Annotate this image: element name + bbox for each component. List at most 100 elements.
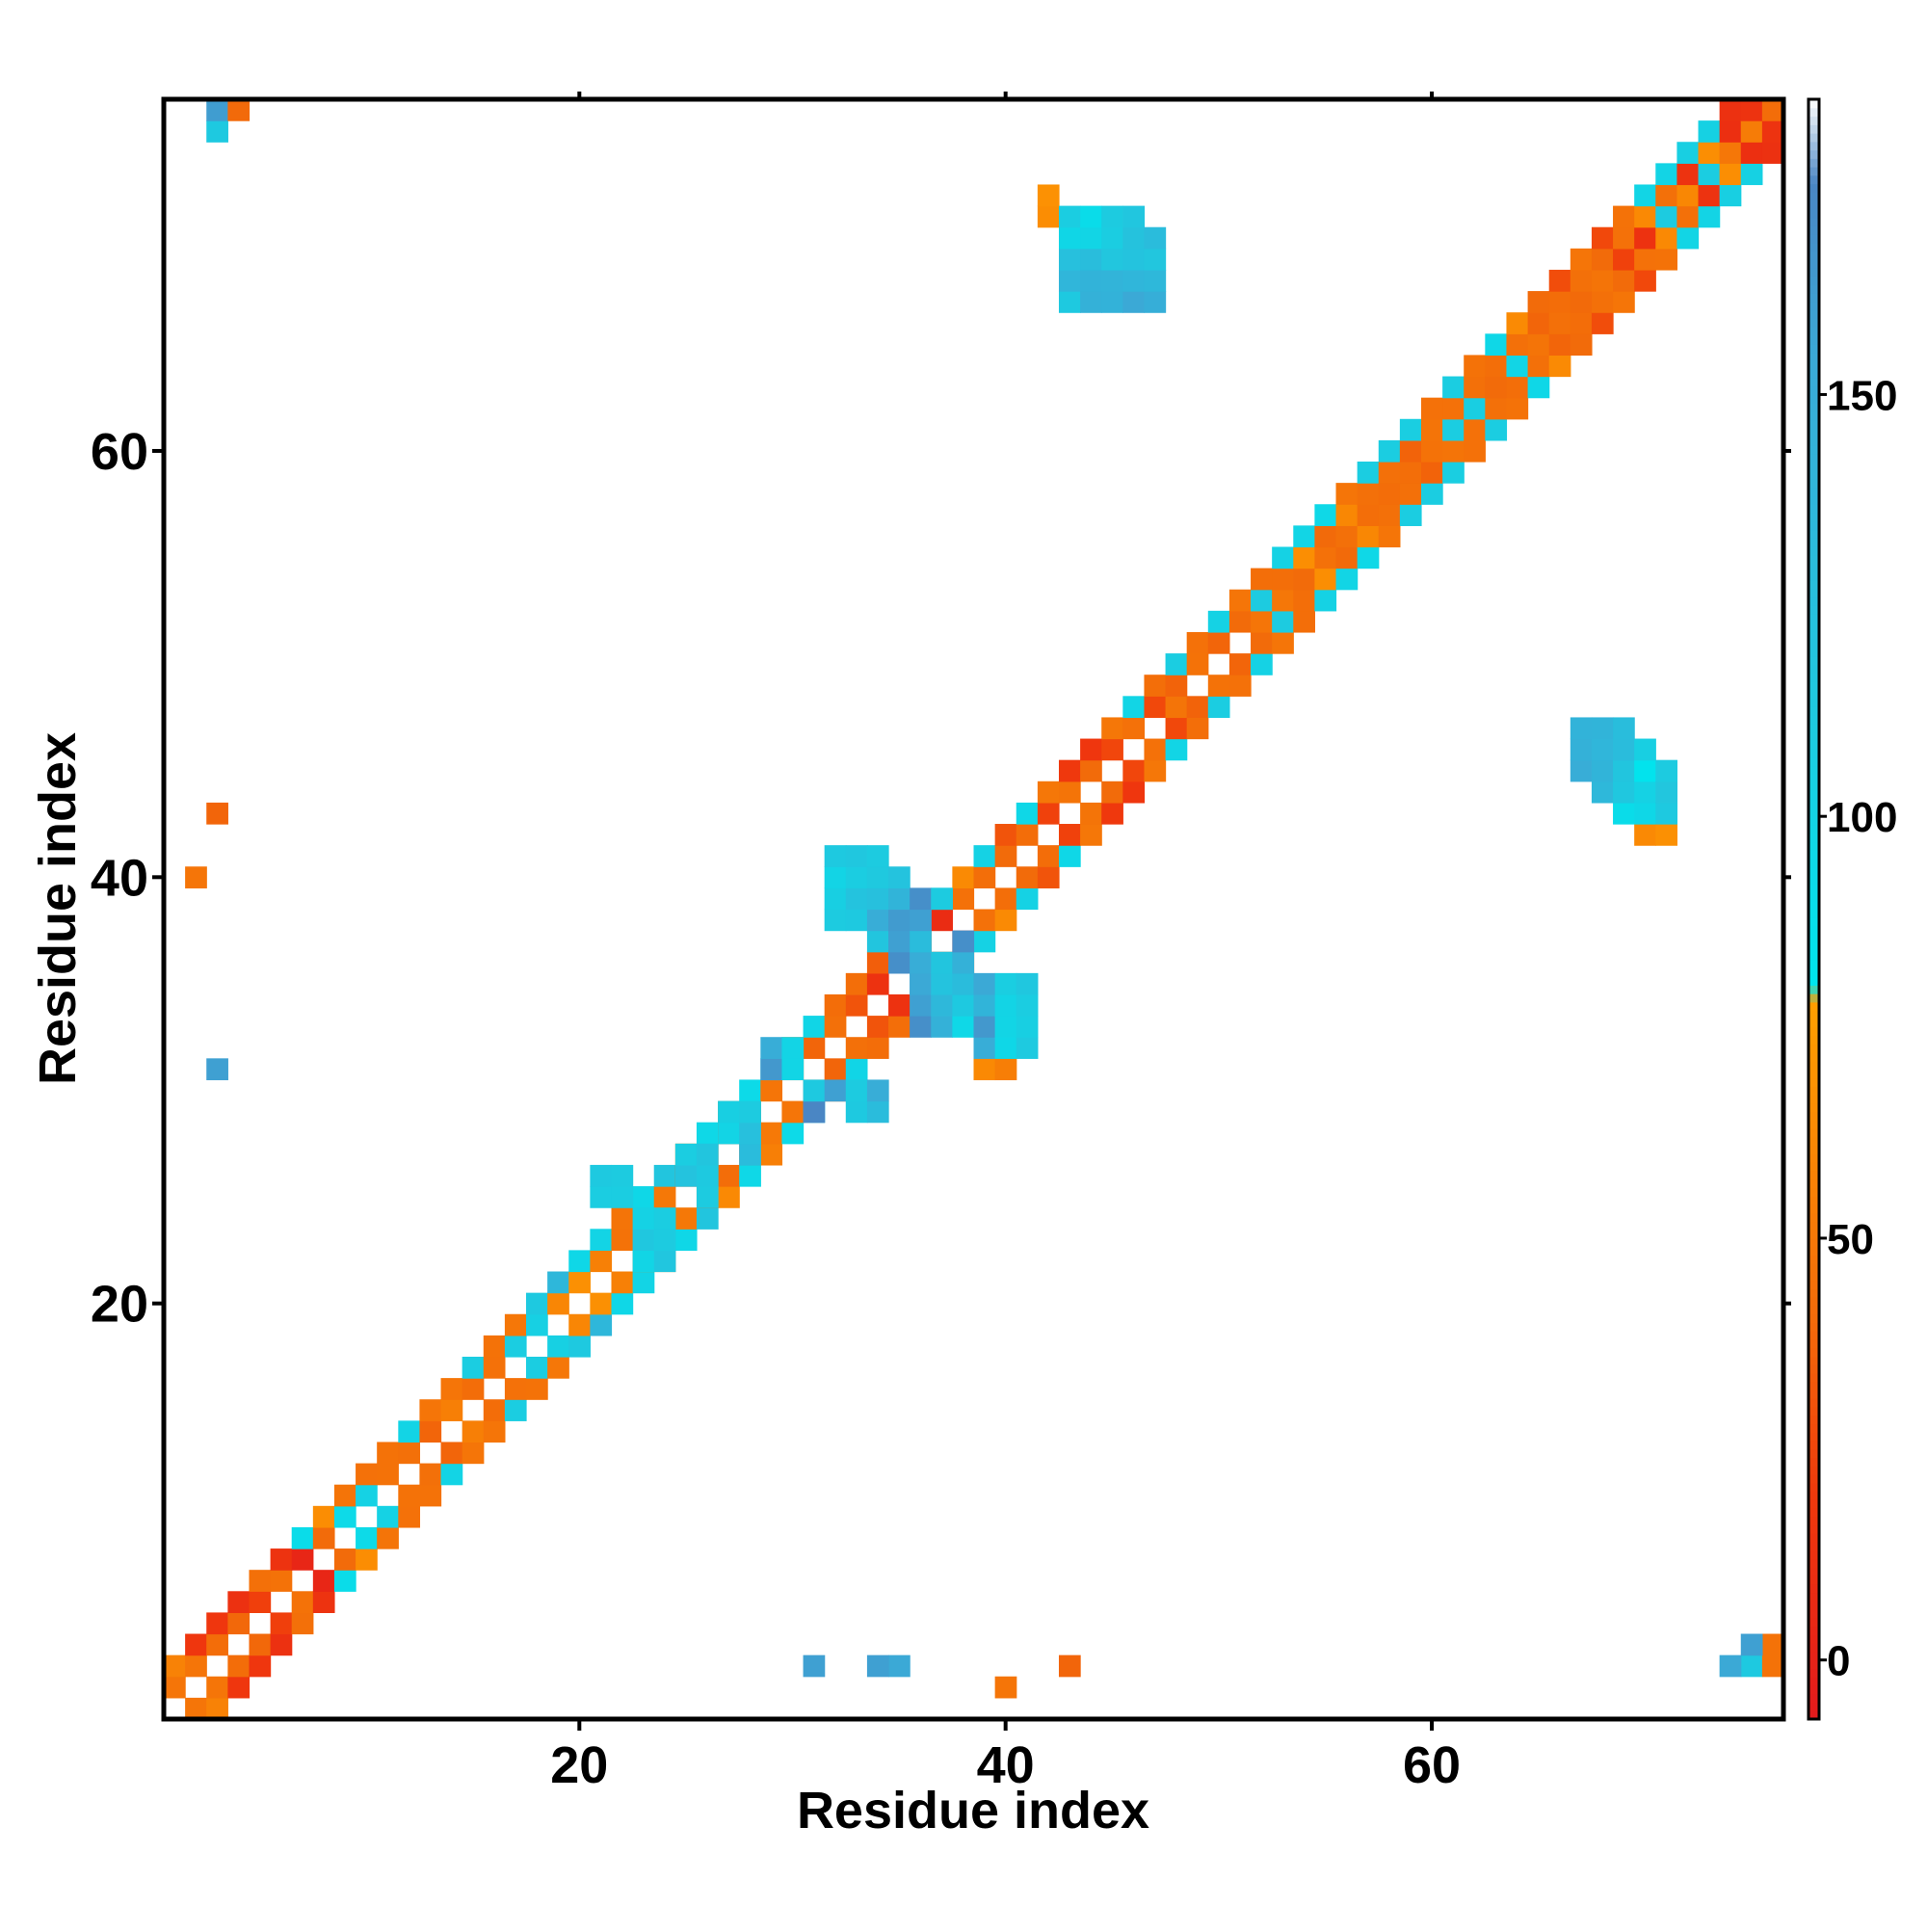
- colorbar-segment: [1808, 622, 1819, 632]
- heatmap-cell: [973, 845, 996, 867]
- heatmap-cell: [1122, 781, 1146, 804]
- colorbar-segment: [1808, 681, 1819, 691]
- heatmap-cell: [803, 1654, 826, 1678]
- heatmap-cell: [1378, 483, 1401, 505]
- colorbar-segment: [1808, 926, 1819, 936]
- heatmap-cell: [1698, 184, 1721, 207]
- heatmap-cell: [910, 909, 932, 932]
- colorbar-segment: [1808, 1162, 1819, 1172]
- heatmap-cell: [1207, 610, 1230, 633]
- heatmap-cell: [483, 1356, 506, 1379]
- heatmap-cell: [1442, 462, 1465, 484]
- heatmap-cell: [270, 1633, 293, 1656]
- heatmap-cell: [866, 909, 889, 932]
- colorbar-segment: [1808, 706, 1819, 716]
- colorbar-segment: [1808, 1381, 1819, 1391]
- colorbar-segment: [1808, 1035, 1819, 1045]
- x-tick-label: 60: [1403, 1736, 1461, 1794]
- heatmap-cell: [1144, 738, 1167, 761]
- heatmap-cell: [1485, 397, 1508, 420]
- heatmap-cell: [611, 1207, 634, 1230]
- colorbar-segment: [1808, 740, 1819, 750]
- colorbar-segment: [1808, 630, 1819, 640]
- heatmap-cell: [1378, 462, 1401, 484]
- heatmap-cell: [1144, 696, 1167, 719]
- heatmap-cell: [206, 99, 228, 121]
- heatmap-cell: [1761, 120, 1784, 143]
- heatmap-cell: [1228, 610, 1252, 633]
- colorbar-segment: [1808, 403, 1819, 412]
- heatmap-cell: [1442, 418, 1465, 441]
- colorbar-segment: [1808, 1609, 1819, 1619]
- heatmap-cell: [845, 1037, 868, 1059]
- colorbar-segment: [1808, 1347, 1819, 1358]
- heatmap-cell: [1335, 525, 1359, 548]
- heatmap-cell: [1058, 291, 1081, 313]
- heatmap-cell: [1570, 248, 1593, 271]
- heatmap-cell: [1655, 759, 1678, 782]
- heatmap-cell: [1357, 483, 1380, 505]
- x-tick-label: 40: [977, 1736, 1035, 1794]
- heatmap-cell: [1591, 226, 1614, 250]
- heatmap-cell: [1761, 1633, 1784, 1656]
- colorbar-segment: [1808, 410, 1819, 421]
- heatmap-cell: [185, 866, 207, 888]
- heatmap-cell: [1314, 589, 1337, 612]
- heatmap-cell: [1719, 142, 1742, 164]
- heatmap-cell: [866, 951, 889, 974]
- heatmap-cell: [1719, 99, 1742, 121]
- colorbar-segment: [1808, 673, 1819, 682]
- heatmap-cell: [312, 1526, 335, 1549]
- heatmap-cell: [888, 887, 911, 911]
- colorbar-tick-label: 150: [1827, 372, 1897, 419]
- colorbar-segment: [1808, 444, 1819, 455]
- heatmap-cell: [1272, 631, 1294, 654]
- colorbar-segment: [1808, 1684, 1819, 1695]
- heatmap-cell: [590, 1292, 613, 1315]
- heatmap-cell: [1080, 226, 1102, 250]
- colorbar-segment: [1808, 1331, 1819, 1340]
- heatmap-cell: [866, 972, 889, 995]
- heatmap-cell: [952, 993, 975, 1017]
- heatmap-cell: [1655, 781, 1678, 804]
- heatmap-cell: [674, 1207, 698, 1230]
- colorbar-segment: [1808, 1077, 1819, 1087]
- heatmap-cell: [845, 909, 868, 932]
- heatmap-cell: [952, 1016, 975, 1038]
- colorbar-segment: [1808, 790, 1819, 801]
- heatmap-cell: [1144, 269, 1167, 292]
- heatmap-cell: [590, 1250, 613, 1273]
- heatmap-cell: [973, 972, 996, 995]
- colorbar-segment: [1808, 141, 1819, 151]
- heatmap-cell: [1464, 439, 1486, 463]
- colorbar-segment: [1808, 1710, 1819, 1720]
- heatmap-cell: [1037, 184, 1060, 207]
- heatmap-cell: [866, 1654, 889, 1678]
- heatmap-cell: [440, 1399, 463, 1421]
- heatmap-cell: [760, 1037, 783, 1059]
- heatmap-cell: [994, 887, 1017, 911]
- heatmap-cell: [398, 1442, 421, 1465]
- heatmap-cell: [824, 1016, 847, 1038]
- heatmap-cell: [1357, 462, 1380, 484]
- heatmap-cell: [227, 99, 251, 121]
- heatmap-cell: [994, 972, 1017, 995]
- heatmap-cell: [1357, 504, 1380, 526]
- heatmap-cell: [994, 824, 1017, 846]
- heatmap-cell: [1058, 759, 1081, 782]
- colorbar-segment: [1808, 1069, 1819, 1079]
- heatmap-cell: [718, 1186, 740, 1208]
- colorbar-tick-label: 50: [1827, 1216, 1874, 1263]
- heatmap-cell: [249, 1654, 272, 1678]
- heatmap-cell: [1634, 226, 1656, 250]
- colorbar-segment: [1808, 1313, 1819, 1324]
- heatmap-cell: [1527, 333, 1550, 357]
- colorbar-segment: [1808, 487, 1819, 497]
- heatmap-cell: [1357, 525, 1380, 548]
- heatmap-cells: [164, 99, 1784, 1720]
- heatmap-cell: [164, 1654, 186, 1678]
- colorbar-segment: [1808, 1651, 1819, 1661]
- heatmap-cell: [1570, 759, 1593, 782]
- colorbar-segment: [1808, 942, 1819, 952]
